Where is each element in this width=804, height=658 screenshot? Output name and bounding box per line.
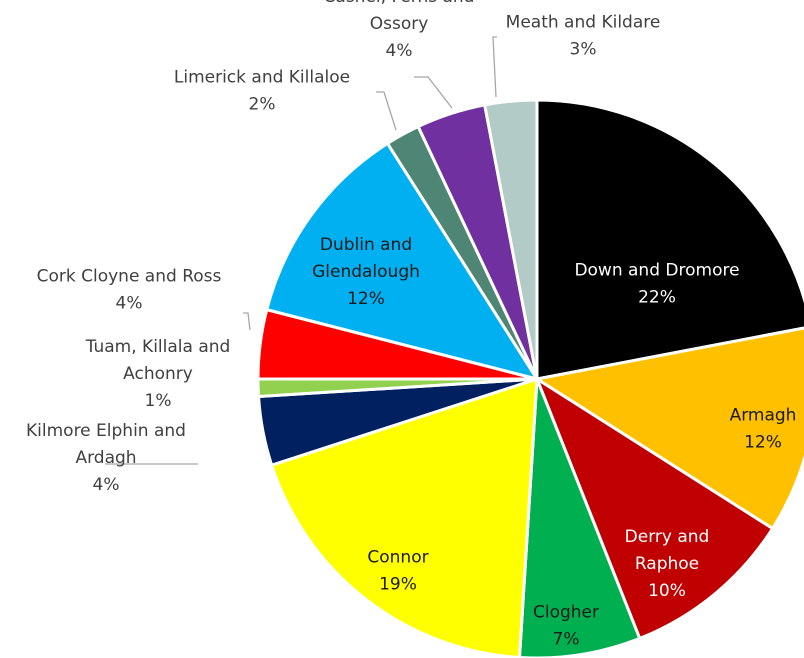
slice-percent: 22% — [638, 288, 676, 308]
slice-name: Tuam, Killala and — [85, 337, 231, 357]
slice-name: Glendalough — [312, 262, 420, 282]
slice-name: Connor — [367, 548, 428, 568]
pie-slice-1 — [535, 326, 804, 530]
slice-name: Ardagh — [75, 448, 136, 468]
slice-label-5: Kilmore Elphin and Ardagh 4% — [26, 421, 186, 495]
slice-name: Ossory — [370, 14, 429, 34]
slice-label-9: Limerick and Killaloe 2% — [174, 68, 350, 115]
slice-label-3: Clogher 7% — [533, 603, 599, 650]
leader-lines — [105, 36, 497, 465]
slice-name: Cashel, Ferns and — [324, 0, 475, 7]
slice-label-6: Tuam, Killala and Achonry 1% — [85, 337, 231, 411]
slice-label-11: Meath and Kildare 3% — [506, 13, 661, 60]
slice-label-10: Cashel, Ferns and Ossory 4% — [324, 0, 475, 61]
slice-name: Down and Dromore — [574, 261, 739, 281]
pie-slice-8 — [265, 141, 539, 381]
slice-label-8: Dublin and Glendalough 12% — [312, 235, 420, 309]
slice-percent: 3% — [570, 40, 597, 60]
slice-label-7: Cork Cloyne and Ross 4% — [37, 267, 222, 314]
slice-percent: 2% — [249, 95, 276, 115]
slice-name: Raphoe — [635, 554, 699, 574]
slice-name: Kilmore Elphin and — [26, 421, 186, 441]
slice-name: Armagh — [730, 406, 797, 426]
leader-line-7 — [243, 312, 251, 331]
slice-label-0: Down and Dromore 22% — [574, 261, 739, 308]
leader-line-10 — [414, 76, 453, 109]
slice-percent: 1% — [145, 391, 172, 411]
slice-label-2: Derry and Raphoe 10% — [625, 527, 710, 601]
leader-line-9 — [376, 91, 397, 131]
slice-percent: 4% — [386, 41, 413, 61]
slice-label-1: Armagh 12% — [730, 406, 797, 453]
slice-name: Derry and — [625, 527, 710, 547]
slice-label-4: Connor 19% — [367, 548, 428, 595]
slice-percent: 19% — [379, 575, 417, 595]
slice-percent: 4% — [116, 294, 143, 314]
pie-slice-11 — [483, 98, 539, 381]
slice-percent: 4% — [93, 475, 120, 495]
slice-labels: Down and Dromore 22% Armagh 12% Derry and Rap… — [26, 0, 796, 650]
pie-slice-0 — [535, 98, 804, 381]
slice-name: Achonry — [123, 364, 193, 384]
leader-line-11 — [492, 36, 497, 98]
slice-percent: 7% — [553, 630, 580, 650]
pie-slice-2 — [535, 377, 775, 640]
pie-slice-4 — [270, 377, 539, 658]
slice-name: Cork Cloyne and Ross — [37, 267, 222, 287]
slice-name: Meath and Kildare — [506, 13, 661, 33]
slice-name: Limerick and Killaloe — [174, 68, 350, 88]
slice-name: Dublin and — [320, 235, 412, 255]
slice-percent: 10% — [648, 581, 686, 601]
slice-percent: 12% — [744, 433, 782, 453]
slice-name: Clogher — [533, 603, 599, 623]
slice-percent: 12% — [347, 289, 385, 309]
pie-slices — [256, 98, 804, 658]
